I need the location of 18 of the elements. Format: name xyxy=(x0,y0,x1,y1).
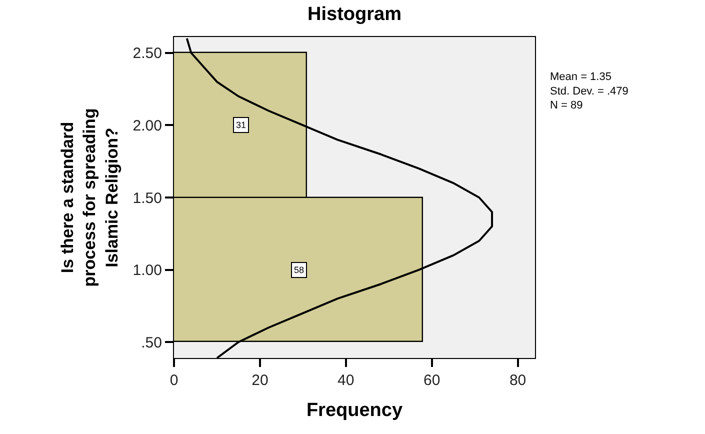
text: Std. Dev. = .479 xyxy=(550,85,628,98)
x-tick-label: 20 xyxy=(252,372,268,389)
x-axis-title: Frequency xyxy=(306,400,403,421)
y-tick-label: 2.50 xyxy=(132,45,162,62)
y-tick-label: .50 xyxy=(141,334,162,352)
x-tick-label: 0 xyxy=(170,372,178,389)
data-label: 58 xyxy=(294,265,304,275)
y-axis-title: Is there a standard process for spreading Islamic Religion? xyxy=(58,108,122,287)
data-label: 31 xyxy=(236,120,246,130)
x-tick-label: 40 xyxy=(338,372,354,389)
x-tick-label: 60 xyxy=(424,372,440,389)
y-tick-label: 1.00 xyxy=(132,262,162,280)
y-tick-label: 1.50 xyxy=(132,190,162,207)
y-tick-label: 2.00 xyxy=(132,117,162,134)
x-tick-label: 80 xyxy=(509,372,526,389)
text: N = 89 xyxy=(550,100,583,112)
chart-title: Histogram xyxy=(308,4,402,25)
text: Mean = 1.35 xyxy=(550,71,612,83)
